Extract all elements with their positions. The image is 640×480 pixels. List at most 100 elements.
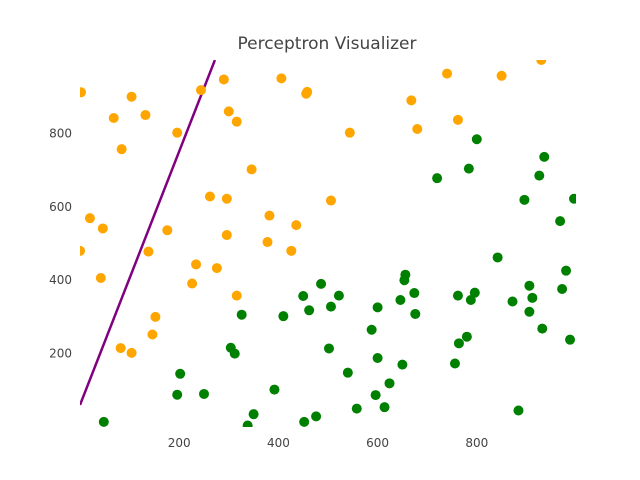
class-a-point (223, 106, 234, 117)
x-tick-label: 200 (168, 436, 191, 450)
x-tick-label: 400 (267, 436, 290, 450)
class-b-point (465, 295, 476, 306)
class-b-point (351, 403, 362, 414)
class-a-point (246, 164, 257, 175)
class-b-point (98, 416, 109, 427)
class-a-point (108, 112, 119, 123)
class-b-point (565, 334, 576, 345)
class-b-point (304, 305, 315, 316)
class-b-point (557, 284, 568, 295)
class-b-point (410, 308, 421, 319)
class-a-point (196, 85, 207, 96)
plot-area (80, 60, 576, 427)
y-axis-ticks: 200 400 600 800 (49, 126, 72, 360)
class-b-point (513, 405, 524, 416)
class-b-point (372, 353, 383, 364)
class-b-point (370, 390, 381, 401)
class-a-point (325, 195, 336, 206)
data-points (80, 60, 576, 427)
class-b-point (298, 290, 309, 301)
class-b-point (278, 311, 289, 322)
class-b-point (471, 134, 482, 145)
class-b-point (507, 296, 518, 307)
class-b-point (519, 194, 530, 205)
class-a-point (344, 127, 355, 138)
class-a-point (536, 60, 547, 65)
class-a-point (116, 144, 127, 155)
class-b-point (372, 302, 383, 313)
class-a-point (291, 220, 302, 231)
class-a-point (406, 95, 417, 106)
class-b-point (569, 193, 576, 204)
class-b-point (409, 288, 420, 299)
class-a-point (147, 329, 158, 340)
class-b-point (527, 292, 538, 303)
decision-boundary-line (80, 60, 217, 406)
class-b-point (461, 331, 472, 342)
y-tick-label: 600 (49, 200, 72, 214)
class-a-point (80, 245, 85, 256)
class-b-point (539, 151, 550, 162)
y-tick-label: 400 (49, 273, 72, 287)
class-b-point (248, 409, 259, 420)
x-tick-label: 800 (465, 436, 488, 450)
class-a-point (302, 86, 313, 97)
class-b-point (400, 269, 411, 280)
class-b-point (561, 265, 572, 276)
class-a-point (80, 87, 86, 98)
y-tick-label: 800 (49, 126, 72, 140)
class-b-point (269, 384, 280, 395)
class-a-point (84, 213, 95, 224)
class-b-point (342, 367, 353, 378)
class-a-point (187, 278, 198, 289)
class-b-point (172, 389, 183, 400)
class-b-point (325, 301, 336, 312)
class-b-point (469, 287, 480, 298)
class-a-point (218, 74, 229, 85)
class-a-point (276, 73, 287, 84)
chart-title: Perceptron Visualizer (237, 34, 416, 54)
class-a-point (191, 259, 202, 270)
class-b-point (333, 290, 344, 301)
class-b-point (524, 280, 535, 291)
class-a-point (231, 290, 242, 301)
class-b-point (366, 324, 377, 335)
class-a-point (452, 114, 463, 125)
class-b-point (452, 290, 463, 301)
class-b-point (432, 173, 443, 184)
class-b-point (524, 306, 535, 317)
class-b-point (453, 338, 464, 349)
class-a-point (231, 116, 242, 127)
class-b-point (323, 343, 334, 354)
class-b-point (492, 252, 503, 263)
class-a-point (221, 230, 232, 241)
class-b-point (175, 368, 186, 379)
class-b-point (379, 402, 390, 413)
class-a-point (412, 123, 423, 134)
class-b-point (534, 170, 545, 181)
class-b-point (299, 416, 310, 427)
class-a-point (143, 246, 154, 257)
class-a-point (496, 70, 507, 81)
class-a-point (262, 237, 273, 248)
class-a-point (126, 347, 137, 358)
class-b-point (449, 358, 460, 369)
class-a-point (140, 110, 151, 121)
class-a-point (211, 263, 222, 274)
class-a-point (162, 225, 173, 236)
class-b-point (242, 420, 253, 427)
class-b-point (384, 378, 395, 389)
class-b-point (229, 348, 240, 359)
class-b-point (537, 323, 548, 334)
class-b-point (236, 309, 247, 320)
class-a-point (172, 127, 183, 138)
class-b-point (311, 411, 322, 422)
class-a-point (150, 311, 161, 322)
x-axis-ticks: 200 400 600 800 (168, 436, 489, 450)
class-a-point (126, 91, 137, 102)
class-a-point (115, 343, 126, 354)
class-a-point (204, 191, 215, 202)
class-b-point (397, 359, 408, 370)
